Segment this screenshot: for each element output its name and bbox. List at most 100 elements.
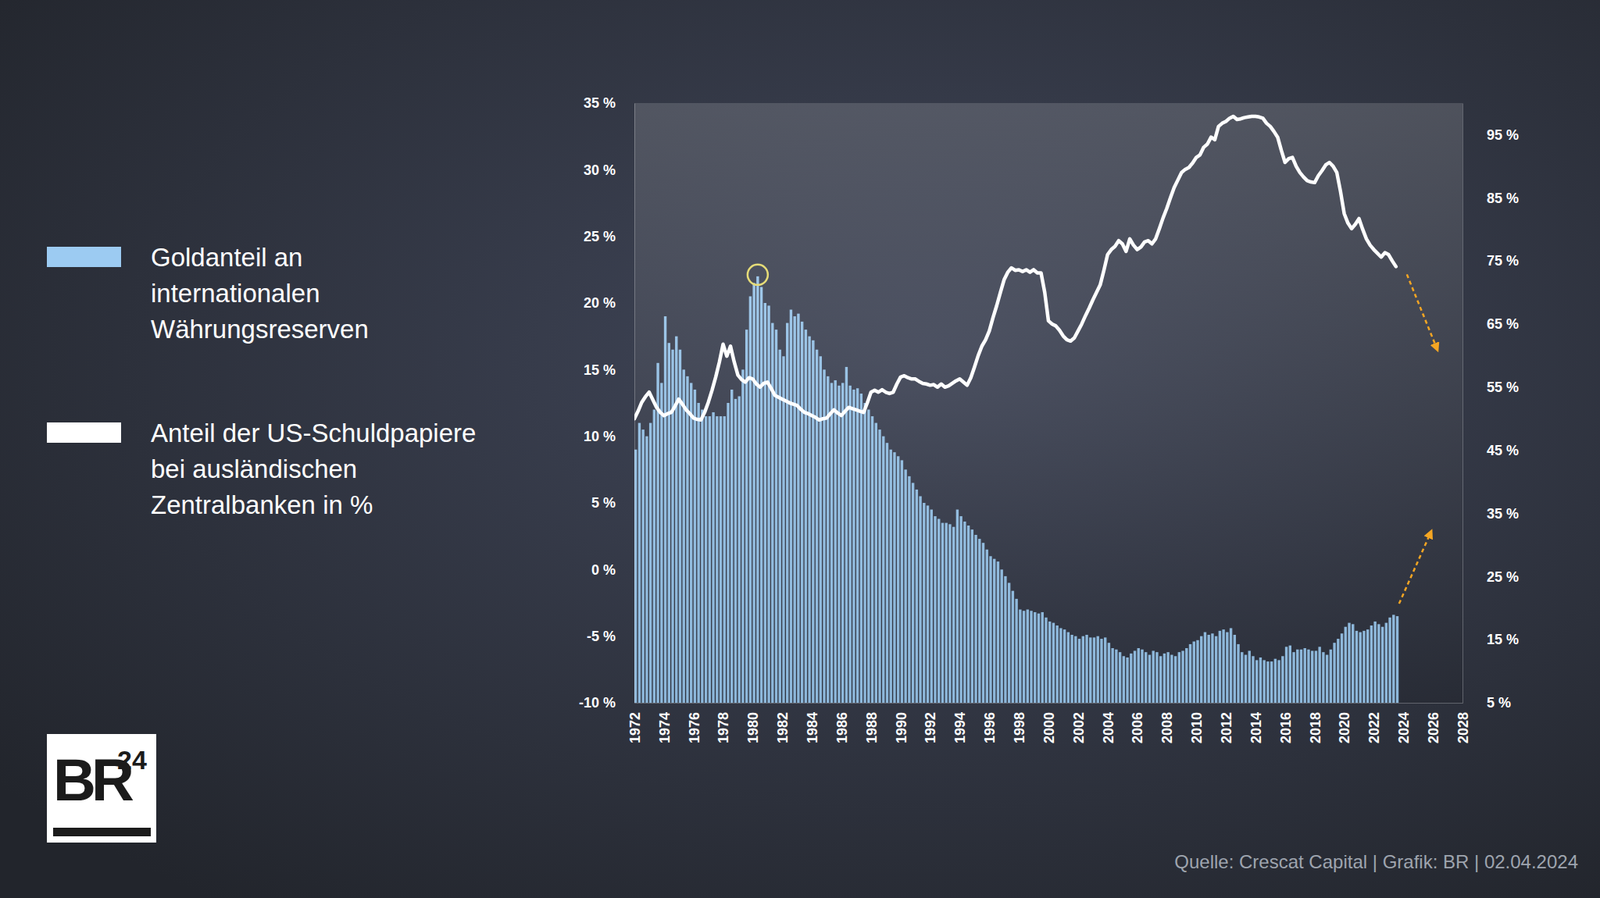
bar: [1396, 616, 1399, 704]
bar: [848, 385, 851, 704]
legend: Goldanteil aninternationalenWährungsrese…: [46, 242, 476, 520]
bar: [1296, 650, 1299, 704]
bar: [685, 376, 689, 704]
y-tick-label: -5 %: [586, 628, 616, 645]
bar: [760, 287, 763, 704]
bar: [649, 423, 652, 704]
y2-tick: 65 %: [1462, 316, 1519, 333]
bar: [892, 452, 896, 704]
y2-tick-label: 55 %: [1486, 379, 1519, 396]
bar: [708, 416, 711, 704]
bar: [926, 505, 929, 704]
y2-tick: 85 %: [1462, 190, 1519, 207]
bar: [918, 496, 922, 704]
x-tick: 1980: [745, 703, 761, 744]
x-tick: 2010: [1189, 703, 1205, 744]
x-tick: 1986: [834, 703, 850, 744]
bar: [1110, 648, 1114, 704]
bar: [1048, 621, 1051, 704]
logo: BR24: [46, 734, 157, 843]
bar: [1148, 655, 1151, 704]
bar: [764, 303, 767, 704]
bar: [1248, 650, 1251, 704]
background: [0, 0, 1600, 898]
plot-area: [634, 103, 1463, 704]
bar: [1103, 637, 1107, 704]
y2-tick-label: 85 %: [1486, 190, 1519, 207]
line: [634, 116, 1397, 421]
bar: [1011, 591, 1015, 704]
x-tick-label: 1980: [745, 712, 761, 744]
bar: [689, 382, 693, 704]
bar: [734, 399, 737, 704]
x-tick: 2012: [1218, 703, 1235, 744]
bar: [1321, 652, 1325, 704]
bar: [885, 442, 889, 704]
legend-label-line: Anteil der US-Schuldpapiere: [150, 418, 476, 448]
y2-tick-label: 75 %: [1486, 253, 1519, 269]
x-tick: 1998: [1011, 703, 1028, 744]
bar: [1178, 652, 1181, 704]
bar: [1218, 631, 1222, 704]
bar: [1129, 653, 1133, 704]
y2-tick-label: 5 %: [1486, 695, 1511, 711]
bar: [882, 436, 885, 704]
x-tick: 1990: [893, 703, 910, 744]
bar: [1210, 633, 1214, 704]
bar: [1214, 636, 1218, 704]
bar: [907, 476, 911, 704]
bar: [756, 276, 759, 704]
bar: [667, 342, 671, 704]
x-tick: 1974: [657, 703, 673, 744]
bar: [745, 329, 748, 704]
y2-tick-label: 15 %: [1486, 632, 1519, 648]
x-tick-label: 1978: [715, 712, 732, 744]
bar: [641, 429, 644, 704]
bar: [789, 310, 793, 704]
x-tick: 2000: [1041, 703, 1058, 744]
y2-tick: 95 %: [1462, 127, 1519, 143]
legend-label-line: Währungsreserven: [150, 314, 369, 344]
bar: [730, 389, 733, 704]
bar: [719, 416, 722, 704]
legend-swatch: [46, 246, 122, 268]
bar: [1381, 627, 1384, 704]
bar: [985, 550, 989, 704]
bar: [1317, 646, 1321, 704]
bar: [1255, 660, 1258, 704]
x-tick-label: 2024: [1396, 712, 1412, 744]
y2-tick-label: 25 %: [1486, 569, 1519, 586]
bar: [1181, 650, 1184, 704]
y-tick-label: 5 %: [591, 495, 616, 511]
x-tick: 1972: [627, 703, 643, 744]
bar: [1207, 635, 1210, 704]
bar: [826, 376, 829, 704]
bar: [1107, 642, 1111, 704]
legend-item: Goldanteil aninternationalenWährungsrese…: [46, 242, 369, 344]
bar: [837, 385, 840, 704]
bar: [1059, 628, 1062, 704]
bar: [941, 523, 944, 704]
bar: [900, 460, 904, 704]
bar: [989, 556, 992, 704]
x-axis: 1972197419761978198019821984198619881990…: [627, 703, 1472, 744]
bar: [675, 336, 678, 704]
bar: [963, 521, 966, 704]
y-tick: 30 %: [583, 162, 635, 179]
bar: [1362, 631, 1365, 704]
bar: [771, 323, 774, 704]
x-tick-label: 2012: [1218, 712, 1235, 744]
bar: [1022, 610, 1025, 704]
x-tick-label: 2008: [1159, 712, 1175, 744]
bar: [856, 388, 859, 704]
bar: [875, 423, 878, 704]
bar: [723, 416, 726, 704]
x-tick-label: 2020: [1336, 712, 1353, 744]
x-tick: 2022: [1366, 703, 1383, 744]
bar: [1070, 635, 1073, 704]
bar: [1244, 655, 1247, 704]
y2-axis: 5 %15 %25 %35 %45 %55 %65 %75 %85 %95 %: [1462, 103, 1519, 712]
legend-label-line: bei ausländischen: [150, 454, 358, 484]
bar: [1292, 652, 1295, 704]
bar: [1092, 637, 1096, 704]
